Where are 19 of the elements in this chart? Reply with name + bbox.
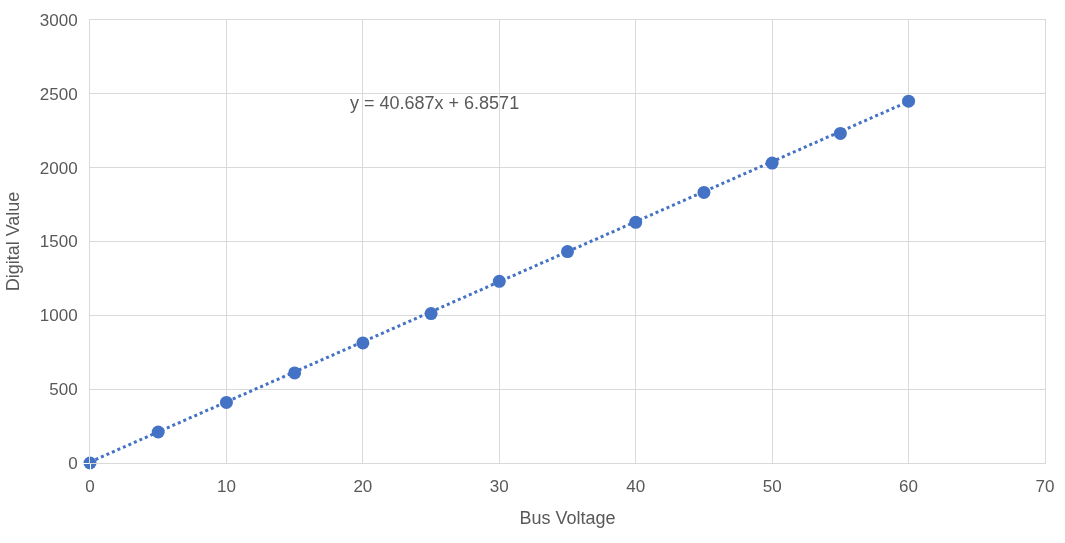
x-tick-label: 0 <box>85 477 95 497</box>
x-tick-label: 60 <box>899 477 919 497</box>
point <box>902 94 916 108</box>
x-axis-title: Bus Voltage <box>519 507 616 528</box>
x-tick-label: 40 <box>626 477 646 497</box>
x-tick-label: 30 <box>489 477 509 497</box>
x-tick-label: 10 <box>216 477 236 497</box>
y-tick-label: 1000 <box>39 306 78 326</box>
y-axis-title: Digital Value <box>2 191 23 292</box>
y-tick-label: 2500 <box>39 84 78 104</box>
y-tick-label: 500 <box>49 380 78 400</box>
y-tick-label: 3000 <box>39 10 78 30</box>
x-tick-label: 50 <box>762 477 782 497</box>
annotation: y = 40.687x + 6.8571 <box>350 93 520 113</box>
x-tick-label: 20 <box>353 477 373 497</box>
y-tick-label: 2000 <box>39 158 78 178</box>
y-tick-label: 1500 <box>39 232 78 252</box>
y-tick-label: 0 <box>68 453 78 473</box>
x-tick-label: 70 <box>1035 477 1055 497</box>
